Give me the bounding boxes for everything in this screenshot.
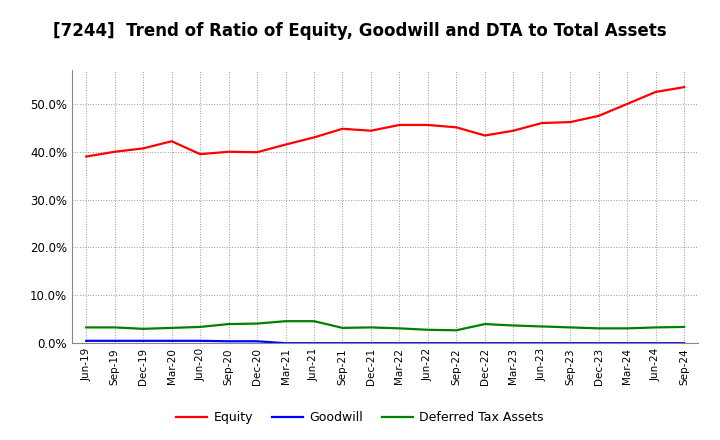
Goodwill <box>395 341 404 346</box>
Equity <box>82 154 91 159</box>
Equity <box>282 142 290 147</box>
Goodwill <box>595 341 603 346</box>
Equity <box>338 126 347 132</box>
Goodwill <box>82 338 91 344</box>
Equity <box>196 151 204 157</box>
Goodwill <box>225 339 233 344</box>
Deferred Tax Assets <box>338 325 347 330</box>
Equity <box>366 128 375 133</box>
Deferred Tax Assets <box>167 325 176 330</box>
Goodwill <box>680 341 688 346</box>
Equity <box>225 149 233 154</box>
Goodwill <box>282 341 290 346</box>
Goodwill <box>537 341 546 346</box>
Goodwill <box>167 338 176 344</box>
Deferred Tax Assets <box>196 324 204 330</box>
Deferred Tax Assets <box>623 326 631 331</box>
Equity <box>537 121 546 126</box>
Equity <box>452 125 461 130</box>
Deferred Tax Assets <box>82 325 91 330</box>
Deferred Tax Assets <box>139 326 148 331</box>
Equity <box>139 146 148 151</box>
Goodwill <box>366 341 375 346</box>
Equity <box>652 89 660 95</box>
Equity <box>395 122 404 128</box>
Deferred Tax Assets <box>680 324 688 330</box>
Equity <box>253 150 261 155</box>
Goodwill <box>623 341 631 346</box>
Deferred Tax Assets <box>423 327 432 333</box>
Line: Equity: Equity <box>86 87 684 157</box>
Goodwill <box>338 341 347 346</box>
Goodwill <box>480 341 489 346</box>
Deferred Tax Assets <box>452 328 461 333</box>
Deferred Tax Assets <box>253 321 261 326</box>
Line: Goodwill: Goodwill <box>86 341 684 343</box>
Equity <box>480 133 489 138</box>
Equity <box>423 122 432 128</box>
Equity <box>595 113 603 118</box>
Equity <box>509 128 518 133</box>
Goodwill <box>423 341 432 346</box>
Deferred Tax Assets <box>509 323 518 328</box>
Deferred Tax Assets <box>537 324 546 329</box>
Deferred Tax Assets <box>110 325 119 330</box>
Deferred Tax Assets <box>282 319 290 324</box>
Goodwill <box>652 341 660 346</box>
Goodwill <box>509 341 518 346</box>
Deferred Tax Assets <box>366 325 375 330</box>
Equity <box>110 149 119 154</box>
Legend: Equity, Goodwill, Deferred Tax Assets: Equity, Goodwill, Deferred Tax Assets <box>171 407 549 429</box>
Equity <box>310 135 318 140</box>
Goodwill <box>310 341 318 346</box>
Goodwill <box>139 338 148 344</box>
Deferred Tax Assets <box>595 326 603 331</box>
Equity <box>566 119 575 125</box>
Goodwill <box>452 341 461 346</box>
Deferred Tax Assets <box>480 321 489 326</box>
Goodwill <box>566 341 575 346</box>
Goodwill <box>110 338 119 344</box>
Goodwill <box>253 339 261 344</box>
Deferred Tax Assets <box>395 326 404 331</box>
Equity <box>680 84 688 90</box>
Deferred Tax Assets <box>310 319 318 324</box>
Text: [7244]  Trend of Ratio of Equity, Goodwill and DTA to Total Assets: [7244] Trend of Ratio of Equity, Goodwil… <box>53 22 667 40</box>
Deferred Tax Assets <box>652 325 660 330</box>
Deferred Tax Assets <box>225 321 233 326</box>
Equity <box>167 139 176 144</box>
Line: Deferred Tax Assets: Deferred Tax Assets <box>86 321 684 330</box>
Equity <box>623 101 631 106</box>
Goodwill <box>196 338 204 344</box>
Deferred Tax Assets <box>566 325 575 330</box>
